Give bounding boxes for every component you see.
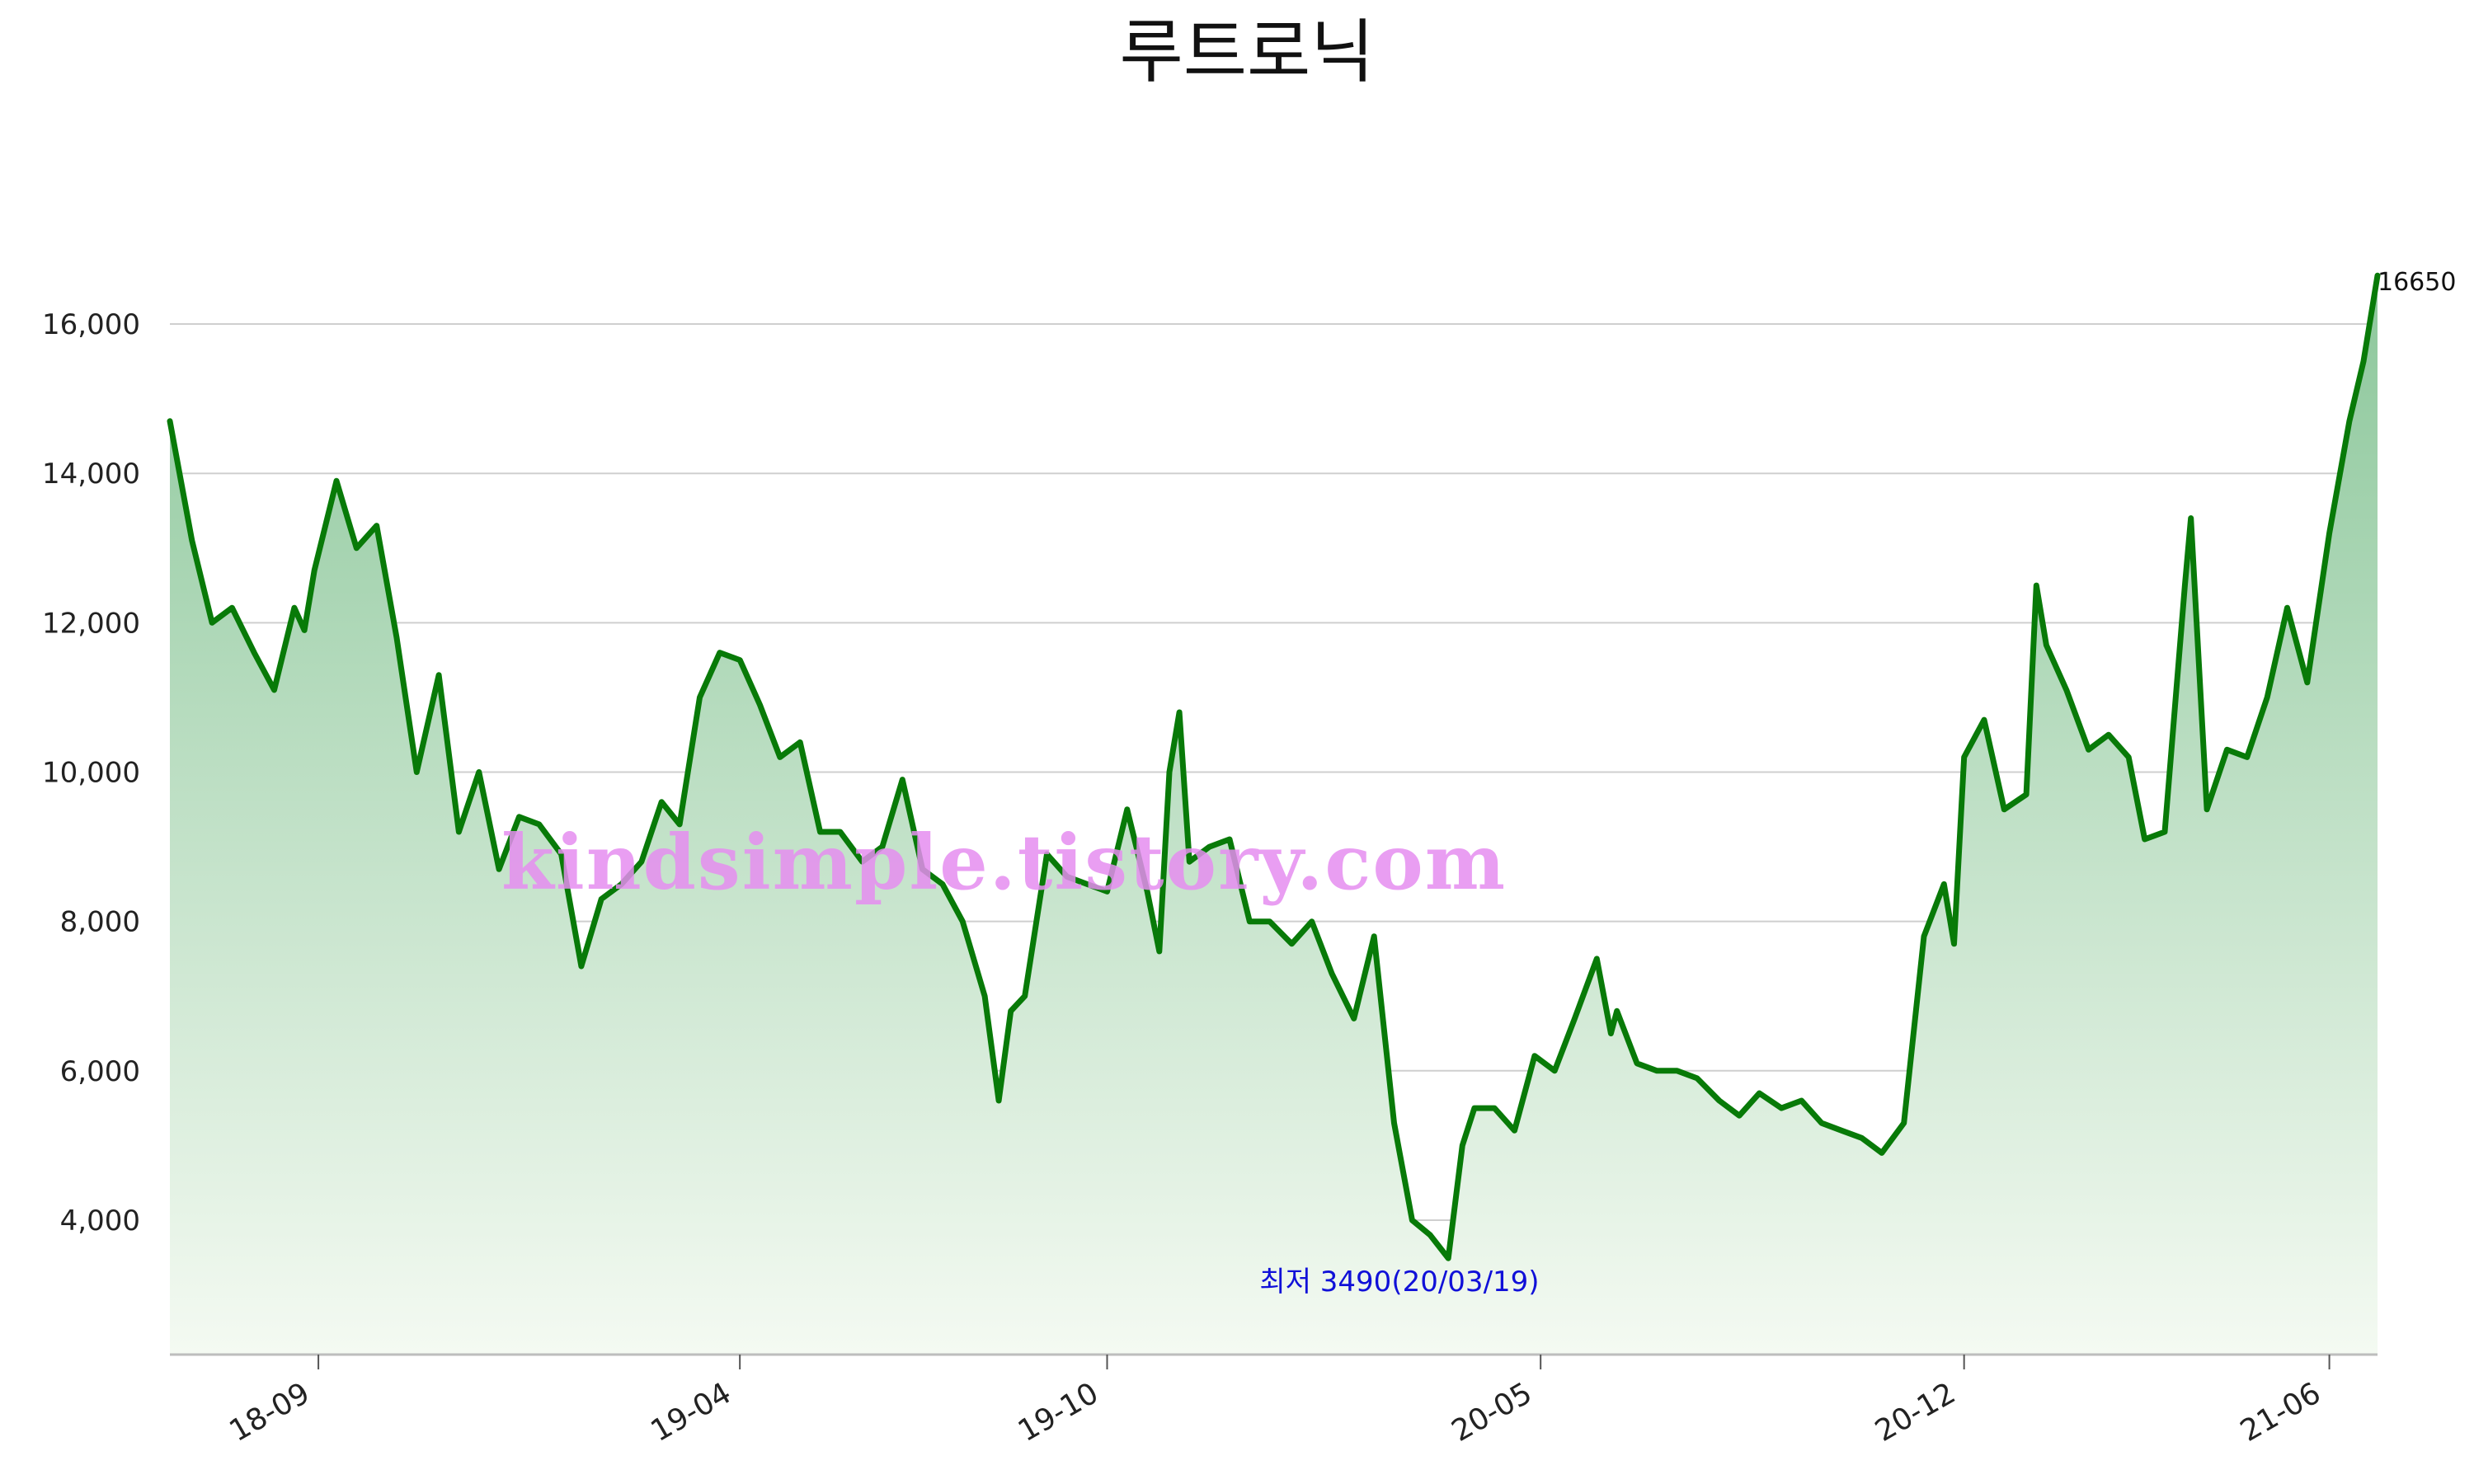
x-tick-label: 21-06: [2235, 1376, 2326, 1449]
y-tick-label: 6,000: [60, 1055, 140, 1088]
price-line: [167, 272, 2381, 1261]
y-tick-label: 12,000: [42, 607, 140, 640]
x-tick-label: 18-09: [223, 1376, 315, 1449]
watermark: kindsimple.tistory.com: [501, 818, 1507, 907]
area-layer: [170, 275, 2378, 1355]
y-tick-label: 8,000: [60, 906, 140, 939]
y-tick-label: 4,000: [60, 1205, 140, 1237]
x-tick-label: 19-04: [646, 1376, 737, 1449]
y-tick-label: 10,000: [42, 757, 140, 790]
x-tick-label: 20-12: [1870, 1376, 1961, 1449]
min-value-label: 최저 3490(20/03/19): [1259, 1266, 1539, 1298]
x-tick-label: 20-05: [1446, 1376, 1538, 1449]
max-value-label: 16650: [2378, 268, 2456, 297]
y-tick-label: 14,000: [42, 458, 140, 491]
line-layer: [167, 272, 2381, 1261]
x-tick-label: 19-10: [1013, 1376, 1104, 1449]
y-axis-ticks: 4,000 6,000 8,000 10,000 12,000 14,000 16,000: [42, 308, 140, 1237]
price-area: [170, 275, 2378, 1355]
chart-title: 루트로닉: [1119, 12, 1374, 92]
y-tick-label: 16,000: [42, 308, 140, 341]
x-axis-ticks: 18-09 19-04 19-10 20-05 20-12 21-06: [223, 1355, 2331, 1449]
